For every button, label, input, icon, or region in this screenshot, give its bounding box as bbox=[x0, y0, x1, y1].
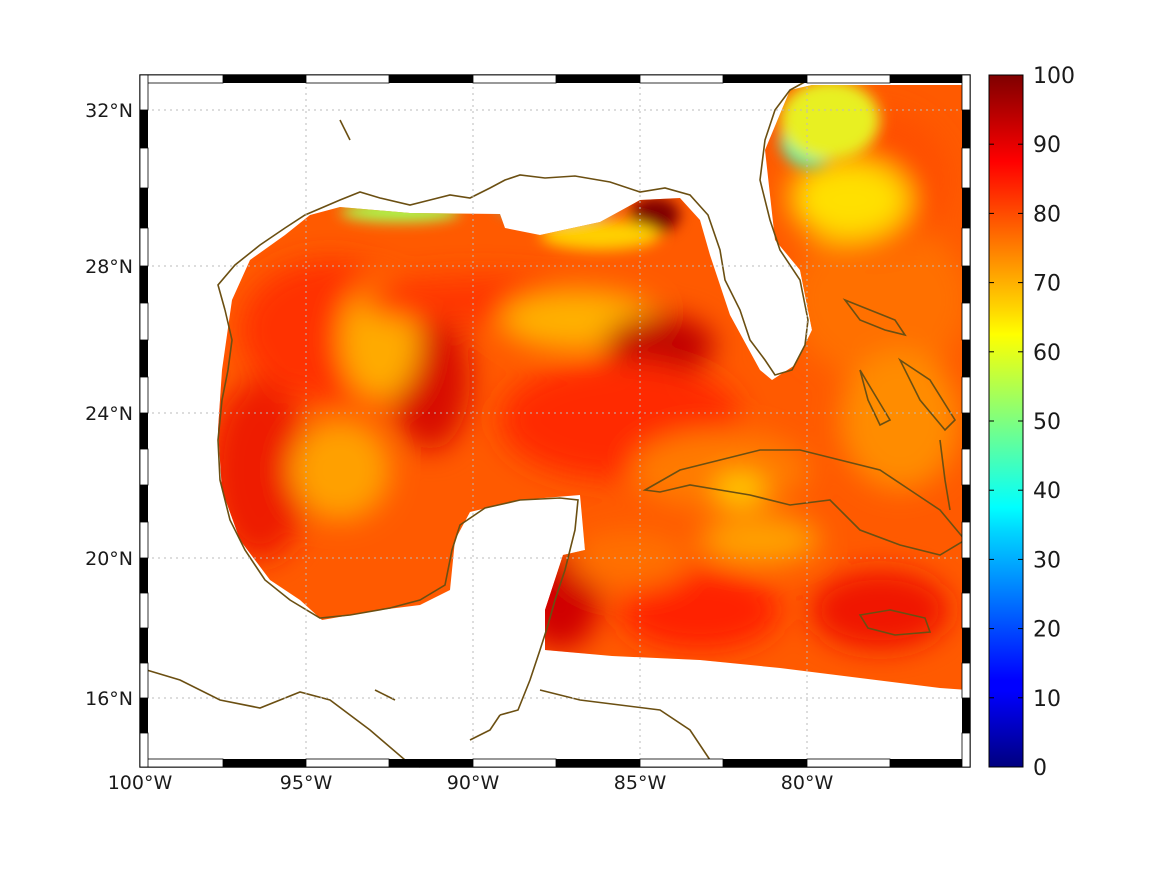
lon-tick-label: 100°W bbox=[108, 772, 173, 794]
lat-tick-label: 16°N bbox=[85, 688, 133, 710]
coastlines bbox=[139, 77, 967, 768]
lon-tick-label: 95°W bbox=[280, 772, 333, 794]
colorbar-tick-label: 70 bbox=[1033, 272, 1061, 297]
lat-tick-label: 32°N bbox=[85, 100, 133, 122]
colorbar: 0 10 20 30 40 50 60 70 80 90 100 bbox=[988, 64, 1075, 781]
lon-tick-label: 80°W bbox=[781, 772, 834, 794]
lat-tick-labels: 32°N 28°N 24°N 20°N 16°N bbox=[85, 100, 133, 710]
lon-tick-label: 90°W bbox=[447, 772, 500, 794]
colorbar-tick-label: 100 bbox=[1033, 64, 1075, 89]
map-frame bbox=[139, 74, 971, 768]
colorbar-tick-label: 90 bbox=[1033, 133, 1061, 158]
colorbar-gradient bbox=[988, 74, 1024, 768]
colorbar-tick-label: 20 bbox=[1033, 618, 1061, 643]
colorbar-tick-label: 80 bbox=[1033, 202, 1061, 227]
lat-tick-label: 28°N bbox=[85, 256, 133, 278]
colorbar-ticks: 0 10 20 30 40 50 60 70 80 90 100 bbox=[989, 64, 1075, 781]
data-field bbox=[218, 85, 968, 690]
colorbar-tick-label: 60 bbox=[1033, 341, 1061, 366]
colorbar-tick-label: 10 bbox=[1033, 687, 1061, 712]
gridlines bbox=[140, 75, 970, 767]
lon-tick-labels: 100°W 95°W 90°W 85°W 80°W bbox=[108, 772, 834, 794]
colorbar-tick-label: 30 bbox=[1033, 548, 1061, 573]
colorbar-tick-label: 0 bbox=[1033, 756, 1047, 781]
colorbar-tick-label: 40 bbox=[1033, 479, 1061, 504]
lon-tick-label: 85°W bbox=[614, 772, 667, 794]
lat-tick-label: 24°N bbox=[85, 403, 133, 425]
lat-tick-label: 20°N bbox=[85, 548, 133, 570]
colorbar-tick-label: 50 bbox=[1033, 410, 1061, 435]
